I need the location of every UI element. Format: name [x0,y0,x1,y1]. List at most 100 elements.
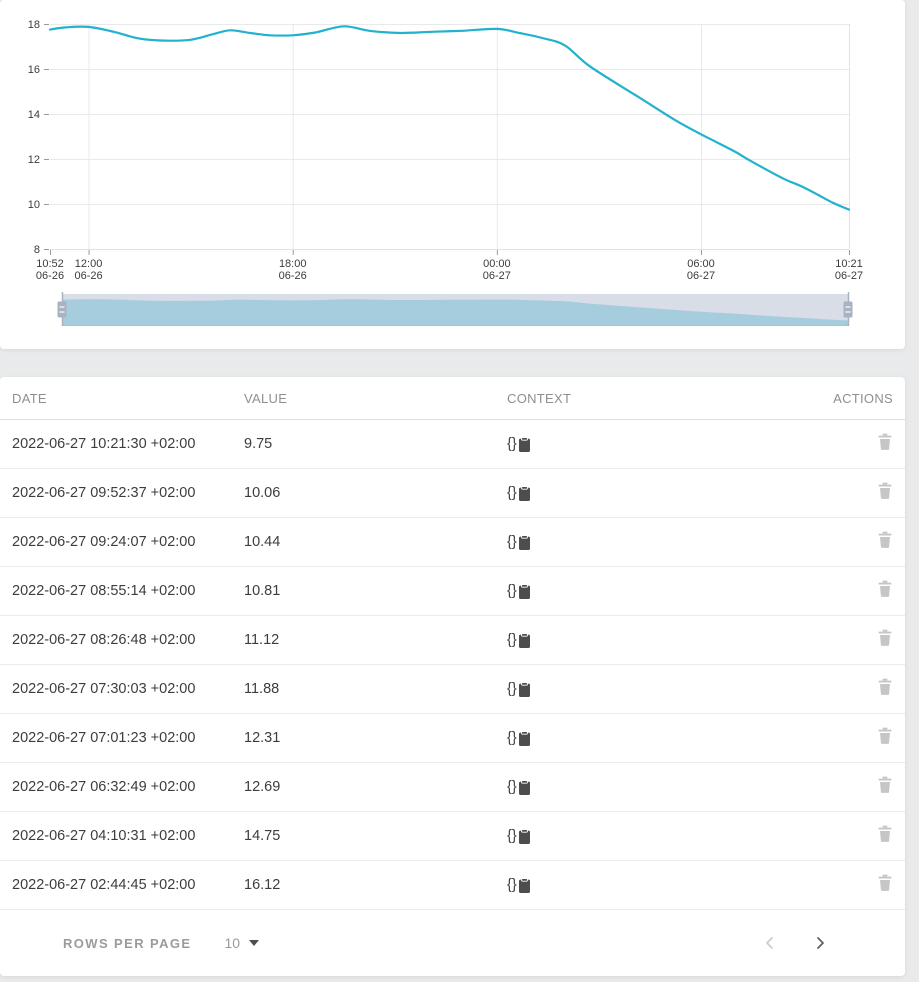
cell-actions [765,566,905,616]
cell-actions [765,615,905,665]
copy-context-button[interactable] [517,436,532,453]
cell-actions [765,762,905,812]
cell-context: {} [507,419,765,469]
cell-date: 2022-06-27 06:32:49 +02:00 [0,762,244,812]
clipboard-icon [518,828,530,844]
copy-context-button[interactable] [517,534,532,551]
cell-actions [765,517,905,567]
delete-row-button[interactable] [877,629,893,647]
cell-date: 2022-06-27 09:52:37 +02:00 [0,468,244,518]
table-row: 2022-06-27 09:24:07 +02:00 10.44 {} [0,517,905,567]
context-json-text: {} [507,779,517,795]
trash-icon [878,727,892,744]
copy-context-button[interactable] [517,681,532,698]
history-table: DATE VALUE CONTEXT ACTIONS 2022-06-27 10… [0,377,905,910]
copy-context-button[interactable] [517,583,532,600]
cell-date: 2022-06-27 10:21:30 +02:00 [0,419,244,469]
timeseries-chart: 8101214161810:5206-2612:0006-2618:0006-2… [28,19,863,326]
y-axis-labels: 8 10 12 14 16 18 [28,19,49,256]
table-row: 2022-06-27 09:52:37 +02:00 10.06 {} [0,468,905,518]
delete-row-button[interactable] [877,678,893,696]
trash-icon [878,629,892,646]
svg-text:06-26: 06-26 [279,270,307,282]
brush-handle-left[interactable] [57,292,67,326]
copy-context-button[interactable] [517,877,532,894]
svg-text:8: 8 [34,244,40,256]
svg-text:06:00: 06:00 [687,258,715,270]
delete-row-button[interactable] [877,776,893,794]
rows-per-page-value: 10 [224,935,241,951]
clipboard-icon [518,877,530,893]
copy-context-button[interactable] [517,632,532,649]
table-row: 2022-06-27 04:10:31 +02:00 14.75 {} [0,811,905,861]
next-page-button[interactable] [806,929,834,957]
rows-per-page-select[interactable]: 10 [218,934,265,952]
cell-value: 11.12 [244,615,507,665]
trash-icon [878,678,892,695]
chart-range-brush[interactable] [57,292,853,326]
chart-grid [50,24,850,250]
pagination-controls [756,929,834,957]
col-header-value: VALUE [244,377,507,420]
context-json-text: {} [507,828,517,844]
svg-text:06-27: 06-27 [835,270,863,282]
table-row: 2022-06-27 10:21:30 +02:00 9.75 {} [0,419,905,469]
cell-actions [765,860,905,910]
cell-actions [765,664,905,714]
cell-value: 10.44 [244,517,507,567]
value-series-line [48,25,851,211]
trash-icon [878,874,892,891]
delete-row-button[interactable] [877,482,893,500]
history-table-card: DATE VALUE CONTEXT ACTIONS 2022-06-27 10… [0,377,905,976]
col-header-context: CONTEXT [507,377,765,420]
cell-actions [765,468,905,518]
clipboard-icon [518,534,530,550]
delete-row-button[interactable] [877,874,893,892]
cell-value: 12.31 [244,713,507,763]
delete-row-button[interactable] [877,580,893,598]
table-row: 2022-06-27 06:32:49 +02:00 12.69 {} [0,762,905,812]
trash-icon [878,531,892,548]
clipboard-icon [518,436,530,452]
context-json-text: {} [507,681,517,697]
clipboard-icon [518,730,530,746]
brush-handle-right[interactable] [843,292,853,326]
chart-card: 8 10 12 14 16 18 10:52 06-26 12:00 06-26 18:00 06-2… [0,0,905,349]
copy-context-button[interactable] [517,828,532,845]
cell-context: {} [507,713,765,763]
delete-row-button[interactable] [877,433,893,451]
delete-row-button[interactable] [877,531,893,549]
svg-text:12:00: 12:00 [75,258,103,270]
copy-context-button[interactable] [517,485,532,502]
prev-page-button[interactable] [756,929,784,957]
delete-row-button[interactable] [877,825,893,843]
copy-context-button[interactable] [517,779,532,796]
delete-row-button[interactable] [877,727,893,745]
cell-value: 11.88 [244,664,507,714]
cell-value: 10.06 [244,468,507,518]
trash-icon [878,825,892,842]
svg-text:14: 14 [28,109,40,121]
svg-text:18:00: 18:00 [279,258,307,270]
svg-text:06-26: 06-26 [36,270,64,282]
cell-value: 10.81 [244,566,507,616]
trash-icon [878,482,892,499]
svg-text:00:00: 00:00 [483,258,511,270]
cell-context: {} [507,762,765,812]
copy-context-button[interactable] [517,730,532,747]
context-json-text: {} [507,730,517,746]
svg-text:06-27: 06-27 [687,270,715,282]
cell-context: {} [507,860,765,910]
svg-text:10: 10 [28,199,40,211]
cell-context: {} [507,566,765,616]
context-json-text: {} [507,436,517,452]
table-header-row: DATE VALUE CONTEXT ACTIONS [0,377,905,420]
cell-date: 2022-06-27 07:01:23 +02:00 [0,713,244,763]
chevron-right-icon [817,937,824,949]
col-header-actions: ACTIONS [765,377,905,420]
context-json-text: {} [507,534,517,550]
trash-icon [878,776,892,793]
context-json-text: {} [507,485,517,501]
cell-value: 16.12 [244,860,507,910]
